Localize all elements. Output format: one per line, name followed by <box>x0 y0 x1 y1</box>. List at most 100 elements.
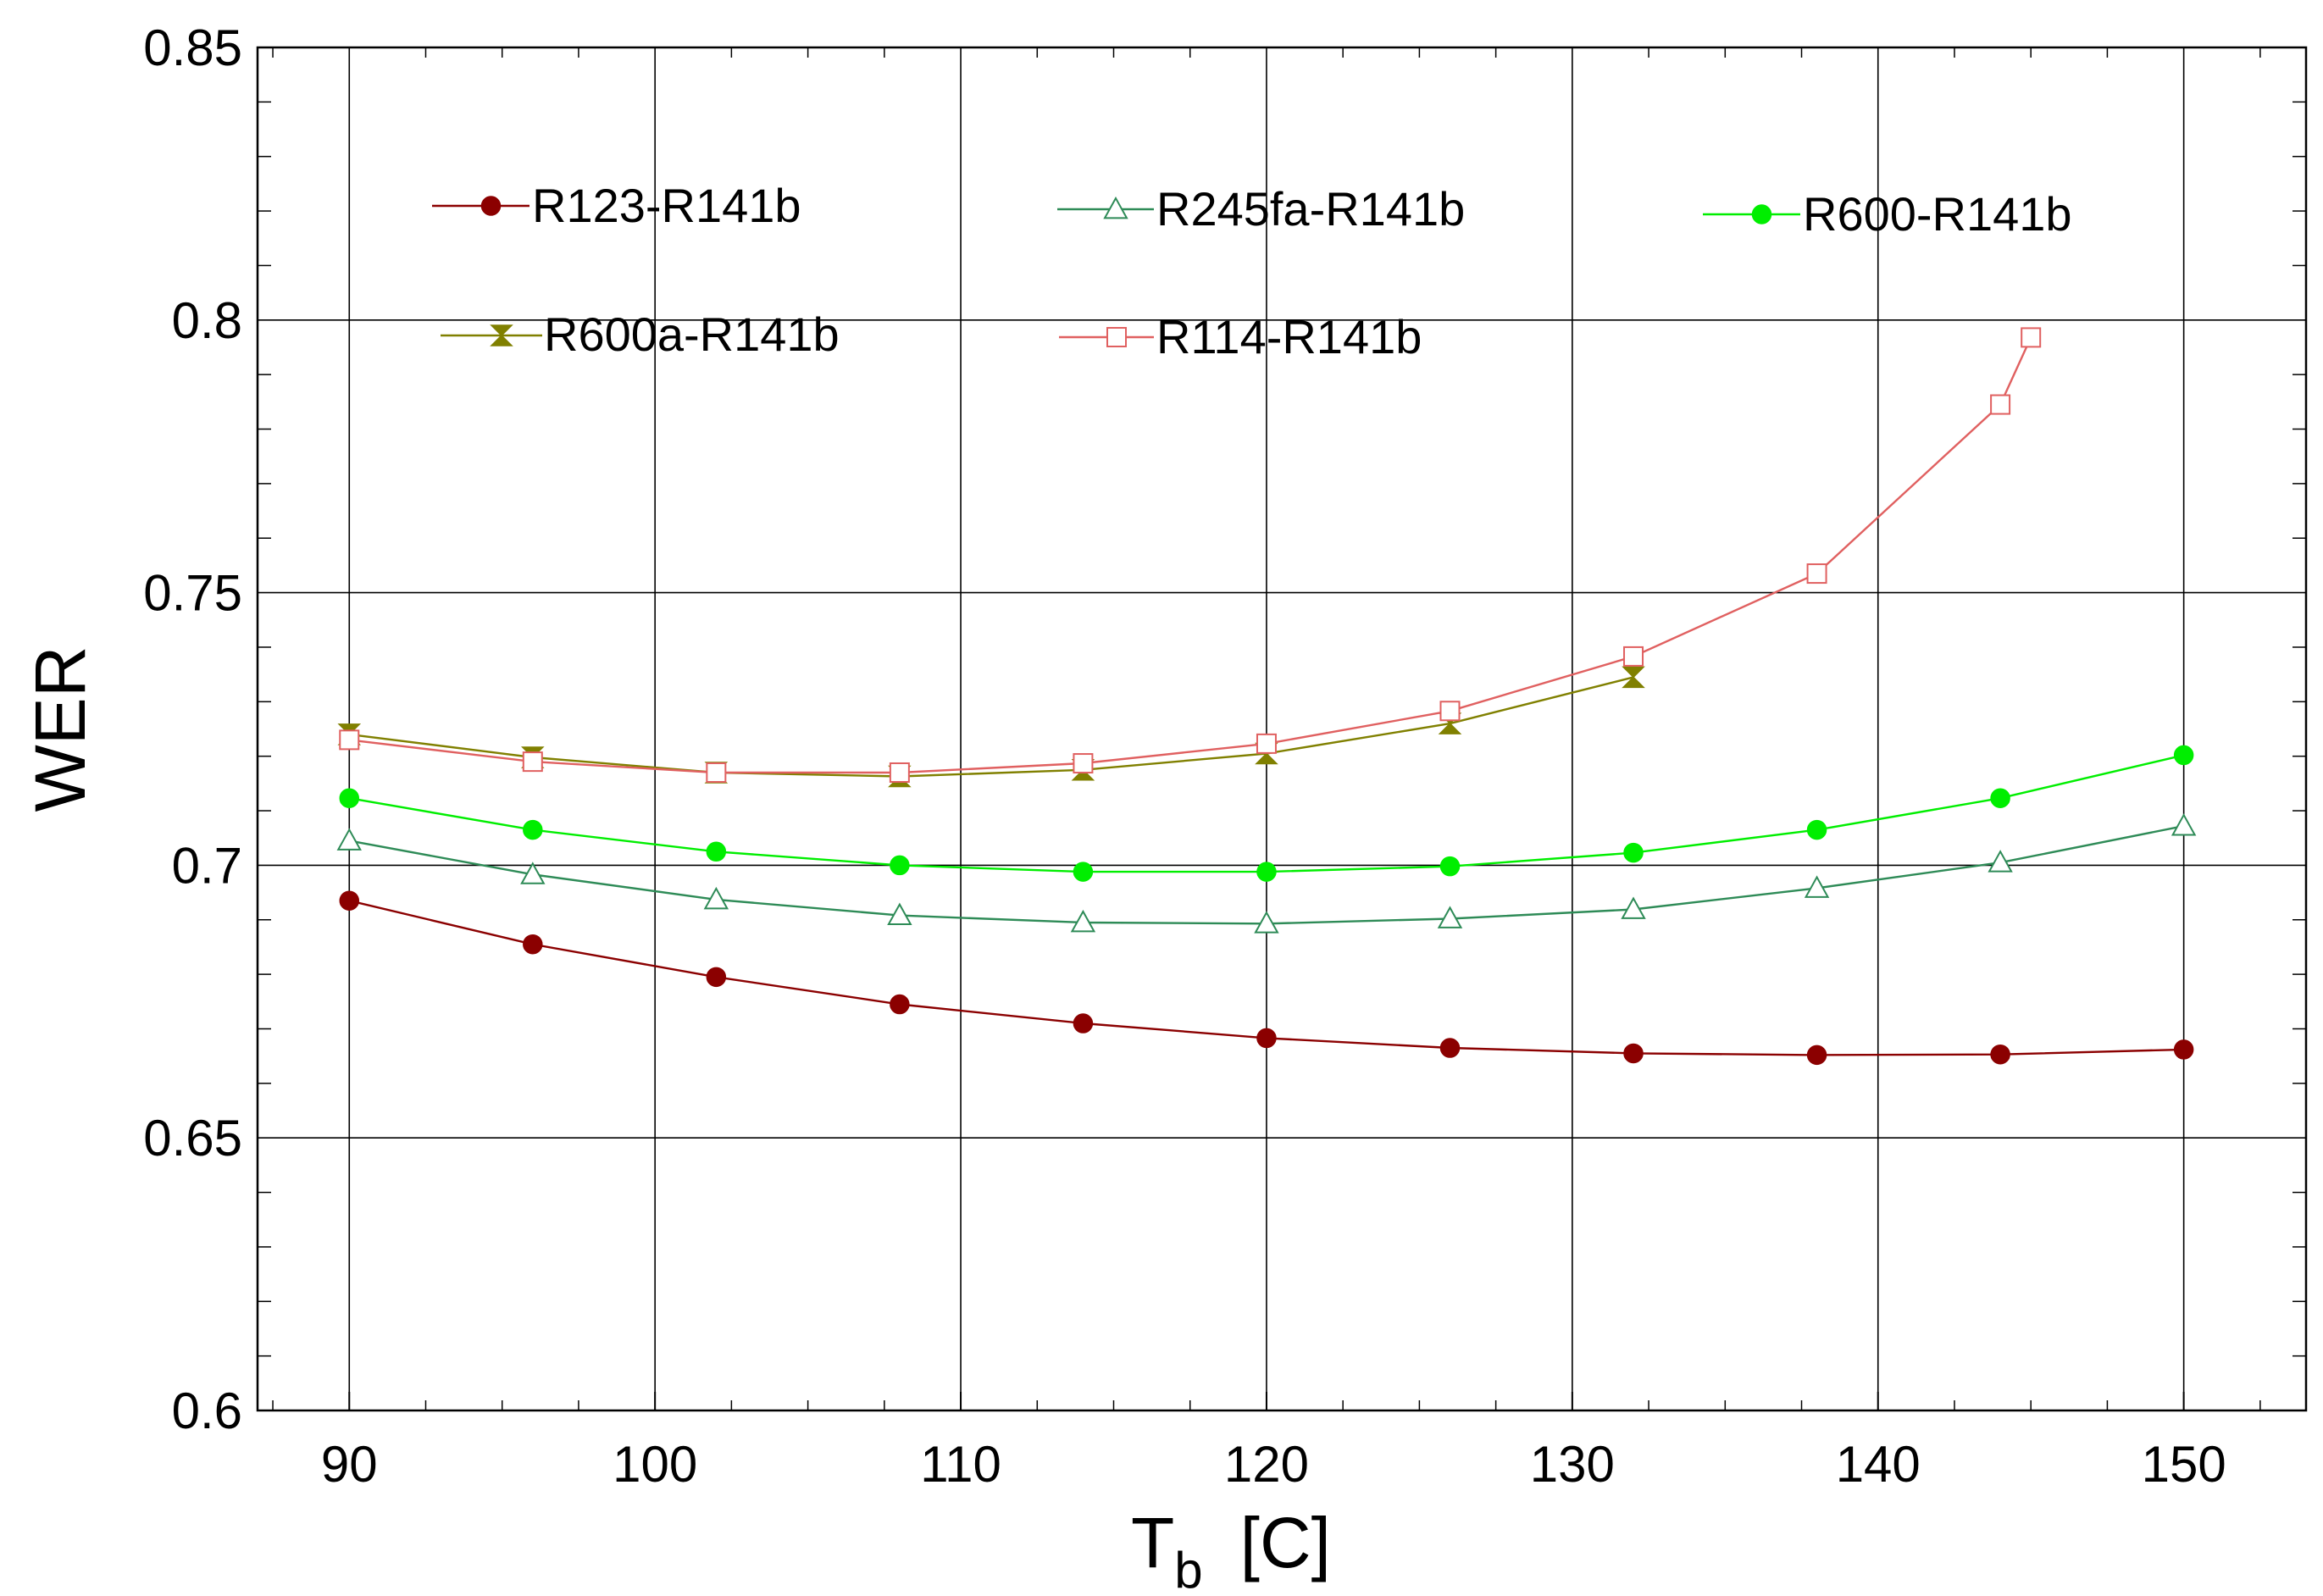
x-tick-label: 100 <box>613 1436 697 1493</box>
series-R245fa-R141b <box>336 813 2197 934</box>
marker-shape <box>2173 745 2194 766</box>
data-point <box>1623 646 1644 667</box>
data-point <box>889 762 910 783</box>
legend-item: R600a-R141b <box>441 308 840 361</box>
marker-shape <box>336 828 362 851</box>
legend-marker <box>1103 196 1128 219</box>
marker-shape <box>2171 813 2197 836</box>
data-point <box>339 729 360 751</box>
tick-layer <box>258 47 2306 1410</box>
data-point <box>1073 862 1094 882</box>
y-tick-label: 0.7 <box>172 837 242 894</box>
marker-shape <box>1106 327 1127 347</box>
x-tick-label: 110 <box>920 1436 1001 1493</box>
series-line <box>349 676 1634 778</box>
data-point <box>1439 856 1461 877</box>
series-layer <box>336 327 2197 1066</box>
marker-shape <box>523 934 543 955</box>
data-point <box>522 751 543 773</box>
marker-shape <box>1254 911 1279 934</box>
marker-shape <box>480 196 502 216</box>
legend-marker <box>1106 327 1127 347</box>
marker-shape <box>1103 196 1128 219</box>
data-point <box>2021 327 2042 348</box>
series-R600-R141b <box>339 745 2194 882</box>
legend-marker <box>490 324 513 346</box>
data-point <box>339 890 360 911</box>
marker-shape <box>706 841 727 862</box>
data-point <box>1070 909 1096 933</box>
marker-shape <box>490 324 513 346</box>
x-tick-label: 120 <box>1224 1436 1309 1493</box>
data-point <box>1623 1043 1644 1064</box>
data-point <box>890 855 910 876</box>
marker-shape <box>1988 850 2013 873</box>
data-point <box>1439 701 1461 722</box>
data-point <box>523 819 543 840</box>
marker-shape <box>1623 842 1644 863</box>
data-point <box>890 994 910 1015</box>
data-point <box>1623 842 1644 863</box>
data-point <box>706 967 727 988</box>
data-point <box>1988 850 2013 873</box>
data-point <box>339 788 360 808</box>
marker-shape <box>1623 646 1644 667</box>
x-axis-title: Tb [C] <box>1131 1503 1331 1596</box>
legend-item: R123-R141b <box>432 179 801 232</box>
marker-shape <box>1751 204 1772 224</box>
y-axis-title: WER <box>20 646 100 812</box>
plot-frame <box>256 46 2308 1412</box>
marker-shape <box>1437 906 1463 928</box>
series-line <box>349 336 2032 774</box>
data-point <box>1073 753 1094 774</box>
x-axis-title-unit: [C] <box>1240 1503 1331 1582</box>
marker-shape <box>887 902 912 926</box>
marker-shape <box>889 762 910 783</box>
data-point <box>1256 733 1277 754</box>
marker-shape <box>1804 875 1830 898</box>
data-point <box>1437 906 1463 928</box>
marker-shape <box>339 729 360 751</box>
marker-shape <box>1073 753 1094 774</box>
x-axis-title-subscript: b <box>1174 1542 1202 1596</box>
y-tick-label: 0.8 <box>172 292 242 349</box>
label-layer: 90 100 110 120 130 140 150 0.6 0.65 0.7 0.75 0.8 0.8… <box>20 19 2226 1596</box>
marker-shape <box>1073 862 1094 882</box>
marker-shape <box>890 994 910 1015</box>
marker-shape <box>1439 856 1461 877</box>
legend-item: R245fa-R141b <box>1057 182 1465 236</box>
data-point <box>520 862 546 884</box>
marker-shape <box>1256 862 1277 882</box>
marker-shape <box>2173 1039 2194 1060</box>
marker-shape <box>1439 701 1461 722</box>
legend-marker <box>480 196 502 216</box>
data-point <box>887 902 912 926</box>
data-point <box>706 841 727 862</box>
marker-shape <box>1623 1043 1644 1064</box>
marker-shape <box>890 855 910 876</box>
data-point <box>336 828 362 851</box>
marker-shape <box>1990 1044 2010 1065</box>
data-point <box>1806 819 1827 840</box>
data-point <box>523 934 543 955</box>
legend: R123-R141b R245fa-R141b R600-R141b R600a-R1… <box>432 179 2072 363</box>
marker-shape <box>1073 1013 1094 1034</box>
legend-item: R114-R141b <box>1059 310 1422 363</box>
marker-shape <box>1806 1045 1827 1066</box>
data-point <box>1990 394 2011 415</box>
legend-item: R600-R141b <box>1703 187 2072 241</box>
data-point <box>1256 862 1277 882</box>
marker-shape <box>1990 394 2011 415</box>
legend-label: R114-R141b <box>1156 310 1422 363</box>
marker-shape <box>339 890 360 911</box>
grid-layer <box>258 47 2306 1411</box>
data-point <box>1254 911 1279 934</box>
legend-marker <box>1751 204 1772 224</box>
x-tick-label: 90 <box>321 1436 378 1493</box>
x-tick-label: 140 <box>1836 1436 1921 1493</box>
x-tick-label: 130 <box>1530 1436 1615 1493</box>
legend-label: R123-R141b <box>532 179 801 232</box>
marker-shape <box>2021 327 2042 348</box>
